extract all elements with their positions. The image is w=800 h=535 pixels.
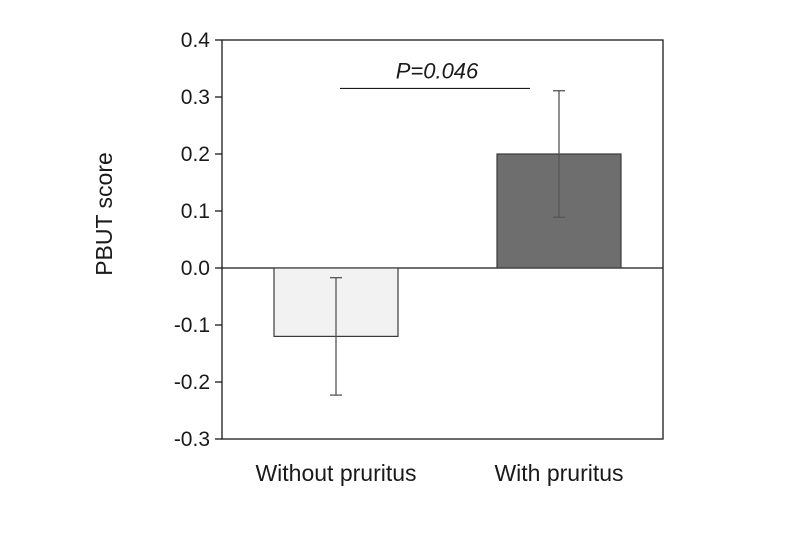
p-value-label: P=0.046 [396,58,479,83]
tick-labels-group: 0.4 0.3 0.2 0.1 0.0 -0.1 -0.2 -0.3 Without pruri… [174,29,624,486]
annotation-group: P=0.046 [340,58,530,90]
y-tick-label: -0.2 [174,371,210,394]
y-tick-label: -0.1 [174,314,210,337]
x-category-label: With pruritus [494,460,623,486]
y-tick-label: 0.1 [181,200,210,223]
y-tick-label: 0.2 [181,143,210,166]
y-axis-title: PBUT score [91,152,117,276]
x-category-label: Without pruritus [255,460,416,486]
plot-frame [221,39,664,440]
error-bars-group [330,90,565,396]
y-tick-label: 0.4 [181,29,211,52]
y-tick-label: 0.3 [181,86,210,109]
bars-group [273,153,622,338]
y-tick-label: -0.3 [174,428,210,451]
y-tick-label: 0.0 [181,257,210,280]
